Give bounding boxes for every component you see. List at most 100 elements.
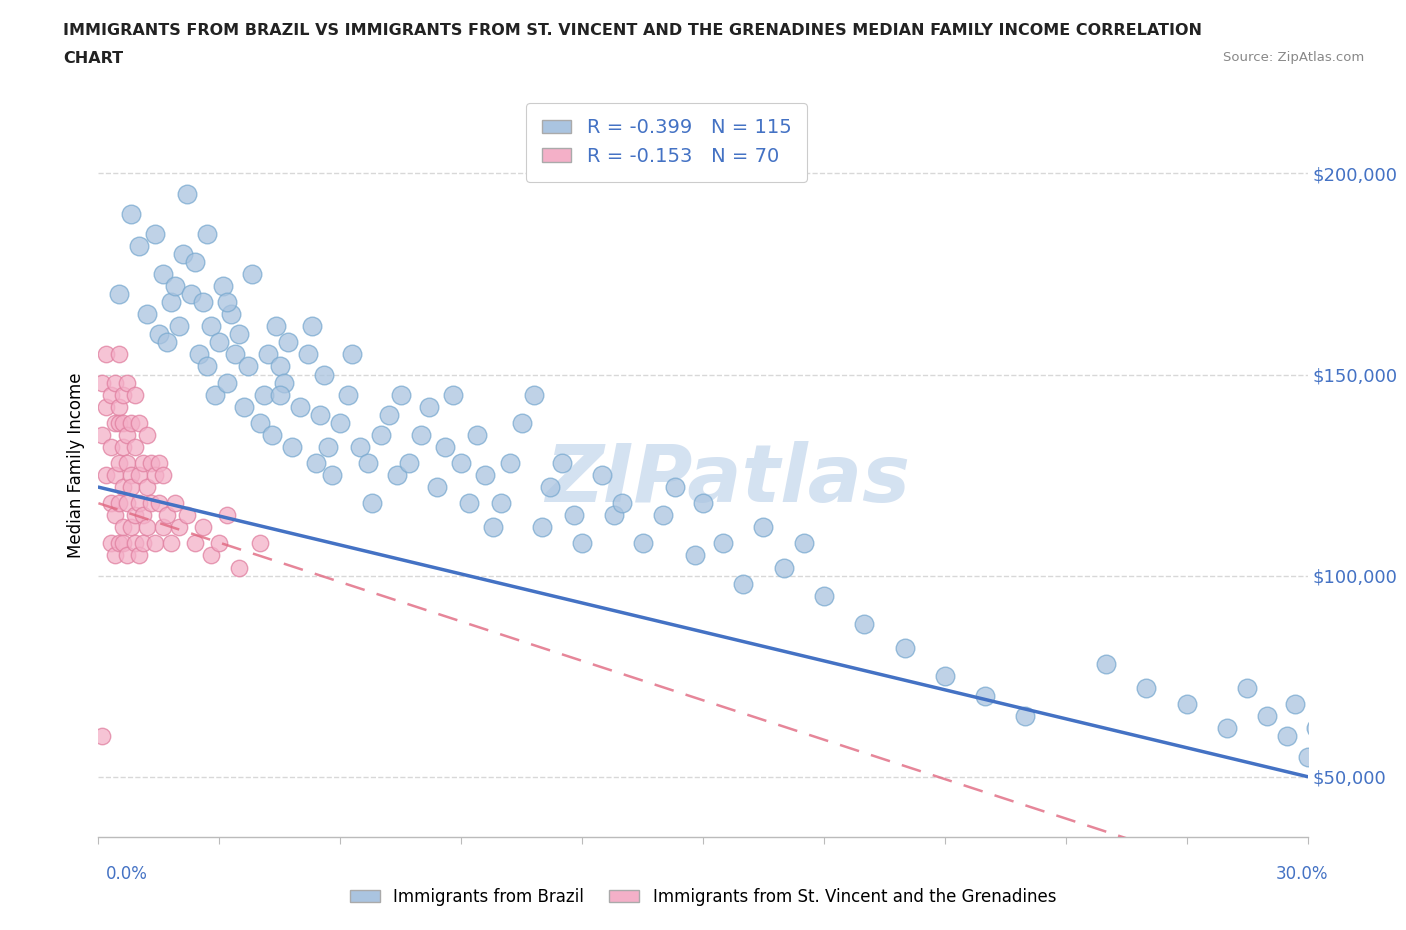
- Point: [91, 375, 114, 390]
- Point: [107, 399, 129, 414]
- Point: [100, 496, 122, 511]
- Point: [1236, 681, 1258, 696]
- Point: [160, 536, 183, 551]
- Point: [100, 387, 122, 402]
- Y-axis label: Median Family Income: Median Family Income: [66, 372, 84, 558]
- Point: [107, 456, 129, 471]
- Point: [96, 468, 118, 483]
- Point: [305, 456, 328, 471]
- Point: [152, 267, 174, 282]
- Point: [143, 468, 166, 483]
- Point: [132, 536, 155, 551]
- Point: [208, 335, 231, 350]
- Point: [1135, 681, 1157, 696]
- Point: [240, 267, 263, 282]
- Text: CHART: CHART: [63, 51, 124, 66]
- Point: [224, 347, 246, 362]
- Point: [103, 416, 125, 431]
- Point: [337, 387, 360, 402]
- Point: [273, 375, 295, 390]
- Point: [148, 456, 170, 471]
- Point: [128, 416, 150, 431]
- Point: [103, 375, 125, 390]
- Point: [277, 335, 299, 350]
- Point: [361, 496, 384, 511]
- Point: [180, 286, 202, 301]
- Point: [1175, 697, 1198, 711]
- Point: [612, 496, 634, 511]
- Point: [195, 226, 218, 241]
- Point: [115, 496, 138, 511]
- Point: [603, 508, 626, 523]
- Point: [135, 480, 157, 495]
- Point: [217, 295, 239, 310]
- Point: [314, 367, 336, 382]
- Point: [772, 560, 794, 575]
- Point: [562, 508, 585, 523]
- Point: [934, 669, 956, 684]
- Point: [409, 428, 432, 443]
- Point: [426, 480, 449, 495]
- Point: [152, 520, 174, 535]
- Point: [389, 387, 412, 402]
- Point: [217, 508, 239, 523]
- Point: [128, 238, 150, 253]
- Point: [498, 456, 520, 471]
- Point: [793, 536, 815, 551]
- Text: ZIPatlas: ZIPatlas: [544, 441, 910, 519]
- Point: [482, 520, 505, 535]
- Point: [200, 548, 222, 563]
- Point: [135, 520, 157, 535]
- Point: [204, 387, 226, 402]
- Point: [664, 480, 686, 495]
- Point: [103, 508, 125, 523]
- Point: [115, 548, 138, 563]
- Point: [342, 347, 364, 362]
- Point: [111, 387, 134, 402]
- Point: [107, 496, 129, 511]
- Point: [111, 520, 134, 535]
- Point: [103, 548, 125, 563]
- Point: [458, 496, 481, 511]
- Point: [124, 387, 146, 402]
- Point: [217, 375, 239, 390]
- Point: [107, 416, 129, 431]
- Point: [100, 440, 122, 455]
- Point: [651, 508, 673, 523]
- Point: [132, 456, 155, 471]
- Point: [1277, 729, 1299, 744]
- Point: [309, 407, 332, 422]
- Point: [349, 440, 371, 455]
- Point: [188, 347, 211, 362]
- Point: [135, 428, 157, 443]
- Point: [111, 440, 134, 455]
- Point: [184, 536, 207, 551]
- Point: [232, 399, 254, 414]
- Point: [385, 468, 408, 483]
- Point: [167, 520, 190, 535]
- Point: [208, 536, 231, 551]
- Point: [120, 468, 142, 483]
- Point: [128, 548, 150, 563]
- Point: [316, 440, 339, 455]
- Point: [132, 508, 155, 523]
- Point: [176, 508, 198, 523]
- Point: [124, 536, 146, 551]
- Point: [120, 480, 142, 495]
- Point: [491, 496, 513, 511]
- Point: [1014, 709, 1036, 724]
- Point: [96, 347, 118, 362]
- Point: [115, 428, 138, 443]
- Point: [135, 307, 157, 322]
- Point: [139, 496, 162, 511]
- Point: [329, 416, 352, 431]
- Point: [152, 468, 174, 483]
- Point: [115, 456, 138, 471]
- Point: [139, 456, 162, 471]
- Point: [172, 246, 194, 261]
- Point: [398, 456, 420, 471]
- Point: [111, 480, 134, 495]
- Point: [733, 577, 755, 591]
- Point: [465, 428, 488, 443]
- Point: [1095, 657, 1118, 671]
